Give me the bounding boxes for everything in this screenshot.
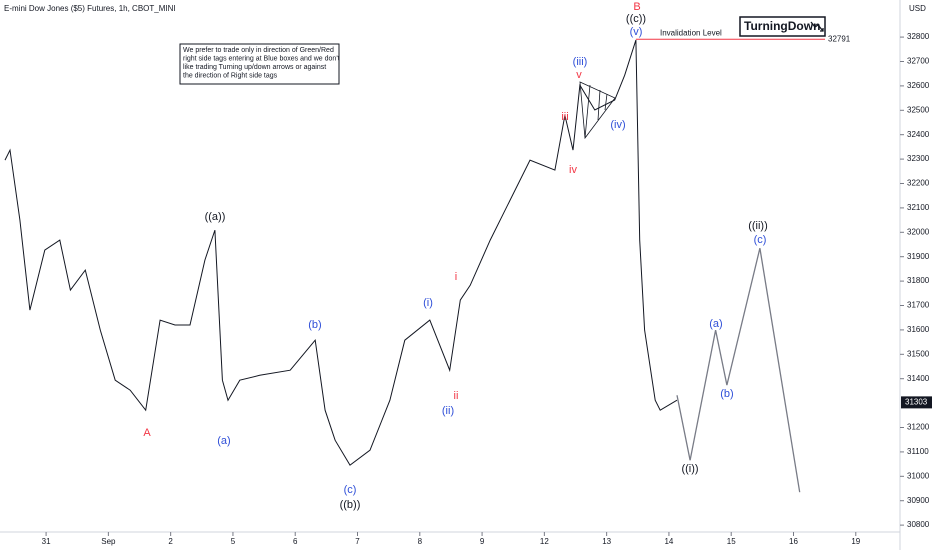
chart-title: E-mini Dow Jones ($5) Futures, 1h, CBOT_… [4, 4, 176, 13]
x-tick-label: 7 [355, 537, 360, 546]
last-price-tag [901, 396, 932, 409]
y-tick-label: 32100 [907, 203, 930, 212]
y-tick-label: 30900 [907, 496, 930, 505]
wave-label: (b) [720, 388, 733, 400]
y-tick-label: 31700 [907, 301, 930, 310]
wave-label: iv [569, 164, 577, 176]
wave-label: (b) [308, 319, 321, 331]
note-line: right side tags entering at Blue boxes a… [183, 55, 340, 62]
wave-label: ((a)) [205, 211, 226, 223]
x-tick-label: 12 [540, 537, 549, 546]
note-line: like trading Turning up/down arrows or a… [183, 64, 326, 71]
y-tick-label: 31100 [907, 447, 929, 456]
wave-label: B [633, 1, 640, 13]
wave-label: (ii) [442, 405, 454, 417]
wave-label: ((c)) [626, 13, 646, 25]
logo: TurningDown [744, 19, 820, 33]
y-tick-label: 32200 [907, 179, 930, 188]
triangle [579, 81, 616, 140]
wave-label: v [576, 69, 582, 81]
wave-label: ((i)) [681, 463, 698, 475]
x-tick-label: 15 [727, 537, 736, 546]
x-tick-label: 6 [293, 537, 298, 546]
y-tick-label: 31500 [907, 349, 930, 358]
wave-label: (c) [754, 234, 767, 246]
x-tick-label: 13 [602, 537, 611, 546]
y-tick-label: 32500 [907, 105, 930, 114]
x-tick-label: 2 [168, 537, 173, 546]
y-tick-label: 32800 [907, 32, 930, 41]
price-line [4, 39, 678, 466]
y-tick-label: 30800 [907, 520, 930, 529]
y-tick-label: 32600 [907, 81, 930, 90]
note: We prefer to trade only in direction of … [183, 47, 340, 80]
logo-box [739, 16, 826, 37]
wave-label: ((b)) [340, 499, 361, 511]
invalidation-value: 32791 [828, 34, 851, 43]
y-tick-label: 31400 [907, 374, 930, 383]
invalidation-label: Invalidation Level [660, 28, 722, 37]
y-tick-label: 31200 [907, 423, 930, 432]
x-tick-label: Sep [101, 537, 116, 546]
wave-label: A [143, 427, 151, 439]
x-tick-label: 9 [480, 537, 485, 546]
last-price-label: 31303 [905, 397, 928, 406]
x-tick-label: 8 [418, 537, 423, 546]
wave-label: (v) [630, 26, 643, 38]
wave-label: ii [454, 390, 459, 402]
x-tick-label: 5 [231, 537, 236, 546]
y-tick-label: 32700 [907, 57, 930, 66]
note-line: We prefer to trade only in direction of … [183, 47, 334, 54]
x-tick-label: 31 [42, 537, 51, 546]
axis-unit: USD [909, 4, 926, 13]
y-tick-label: 31000 [907, 471, 930, 480]
logo-arrow [810, 21, 824, 32]
wave-label: (a) [709, 318, 722, 330]
wave-label: i [455, 271, 457, 283]
x-tick-label: 16 [789, 537, 798, 546]
x-tick-label: 19 [851, 537, 860, 546]
y-tick-label: 32300 [907, 154, 930, 163]
y-tick-label: 32400 [907, 130, 930, 139]
y-tick-label: 31800 [907, 276, 930, 285]
wave-label: (iv) [610, 119, 625, 131]
projection-line [676, 248, 801, 493]
wave-label: (iii) [573, 56, 588, 68]
wave-label: (i) [423, 297, 433, 309]
y-tick-label: 31600 [907, 325, 930, 334]
wave-label: iii [561, 111, 568, 123]
y-tick-label: 32000 [907, 227, 930, 236]
note-line: the direction of Right side tags [183, 72, 278, 79]
wave-label: (a) [217, 435, 230, 447]
note-box [179, 43, 340, 85]
wave-label: (c) [344, 484, 357, 496]
x-tick-label: 14 [664, 537, 673, 546]
wave-label: ((ii)) [748, 220, 768, 232]
y-tick-label: 31900 [907, 252, 930, 261]
